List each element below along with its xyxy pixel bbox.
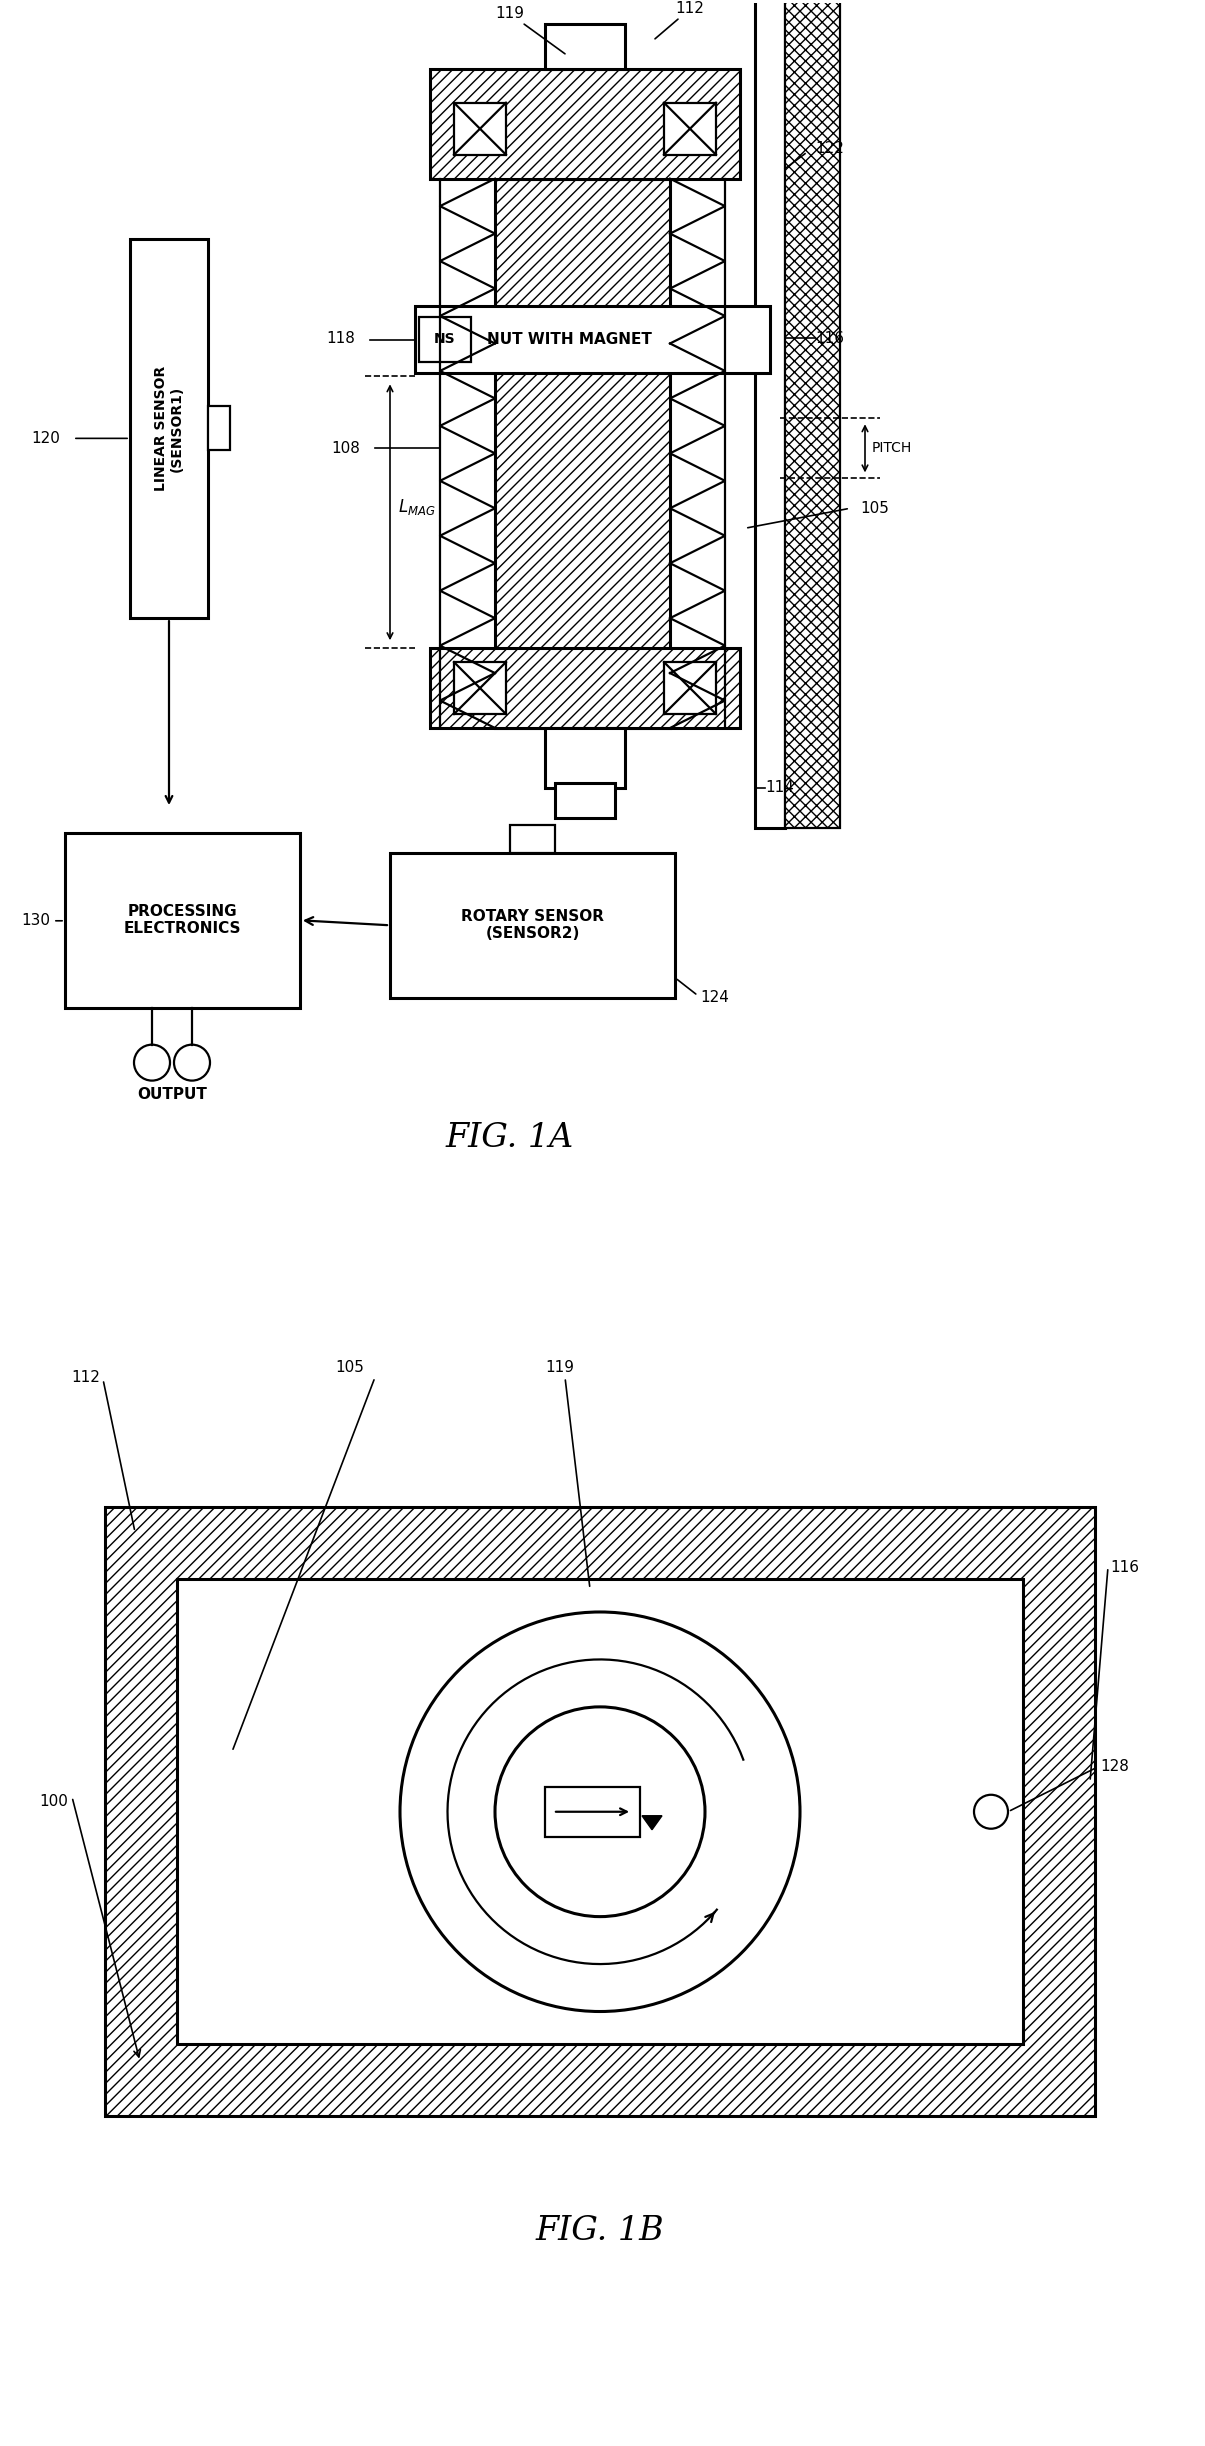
Text: 112: 112 [71,1370,100,1384]
Text: PITCH: PITCH [872,440,912,455]
Bar [545,24,625,68]
Bar [415,306,770,374]
Bar [556,783,615,817]
Circle shape [400,1612,800,2011]
Text: 118: 118 [327,330,355,345]
Text: 105: 105 [860,501,889,516]
Bar [208,406,230,450]
Circle shape [134,1044,170,1081]
Bar [664,103,716,154]
Bar [664,663,716,714]
Text: 122: 122 [815,142,843,157]
Bar [545,729,625,788]
Text: 124: 124 [700,991,729,1005]
Text: FIG. 1A: FIG. 1A [446,1123,574,1155]
Bar [495,179,670,729]
Text: 105: 105 [335,1360,364,1375]
Bar [545,1786,640,1837]
Bar [454,103,506,154]
Text: NS: NS [434,333,455,347]
Text: 119: 119 [495,7,565,54]
Bar [756,0,784,827]
Bar [430,648,740,729]
Text: 114: 114 [765,780,794,795]
Text: NUT WITH MAGNET: NUT WITH MAGNET [487,333,652,347]
Text: 119: 119 [546,1360,575,1375]
Text: PROCESSING
ELECTRONICS: PROCESSING ELECTRONICS [124,905,241,937]
Bar [65,834,300,1008]
Bar [390,854,675,998]
Polygon shape [642,1815,662,1830]
Text: $L_{MAG}$: $L_{MAG}$ [398,497,436,516]
Circle shape [974,1795,1009,1830]
Bar [430,68,740,179]
Text: OUTPUT: OUTPUT [137,1086,207,1103]
Text: ROTARY SENSOR
(SENSOR2): ROTARY SENSOR (SENSOR2) [462,910,604,942]
Text: 100: 100 [39,1795,67,1810]
Bar [510,824,556,854]
Bar [784,0,840,827]
Text: FIG. 1B: FIG. 1B [536,2216,664,2248]
Text: LINEAR SENSOR
(SENSOR1): LINEAR SENSOR (SENSOR1) [154,367,184,492]
Text: 112: 112 [656,2,705,39]
Text: 116: 116 [1110,1561,1139,1575]
Bar [105,1507,1095,2116]
Text: 128: 128 [1100,1759,1129,1773]
Bar [419,316,471,362]
Bar [130,240,208,619]
Text: 130: 130 [20,912,49,929]
Circle shape [174,1044,210,1081]
Bar [177,1580,1023,2045]
Text: 108: 108 [331,440,360,455]
Text: 116: 116 [815,330,843,345]
Text: 120: 120 [31,430,60,445]
Circle shape [495,1707,705,1918]
Bar [454,663,506,714]
